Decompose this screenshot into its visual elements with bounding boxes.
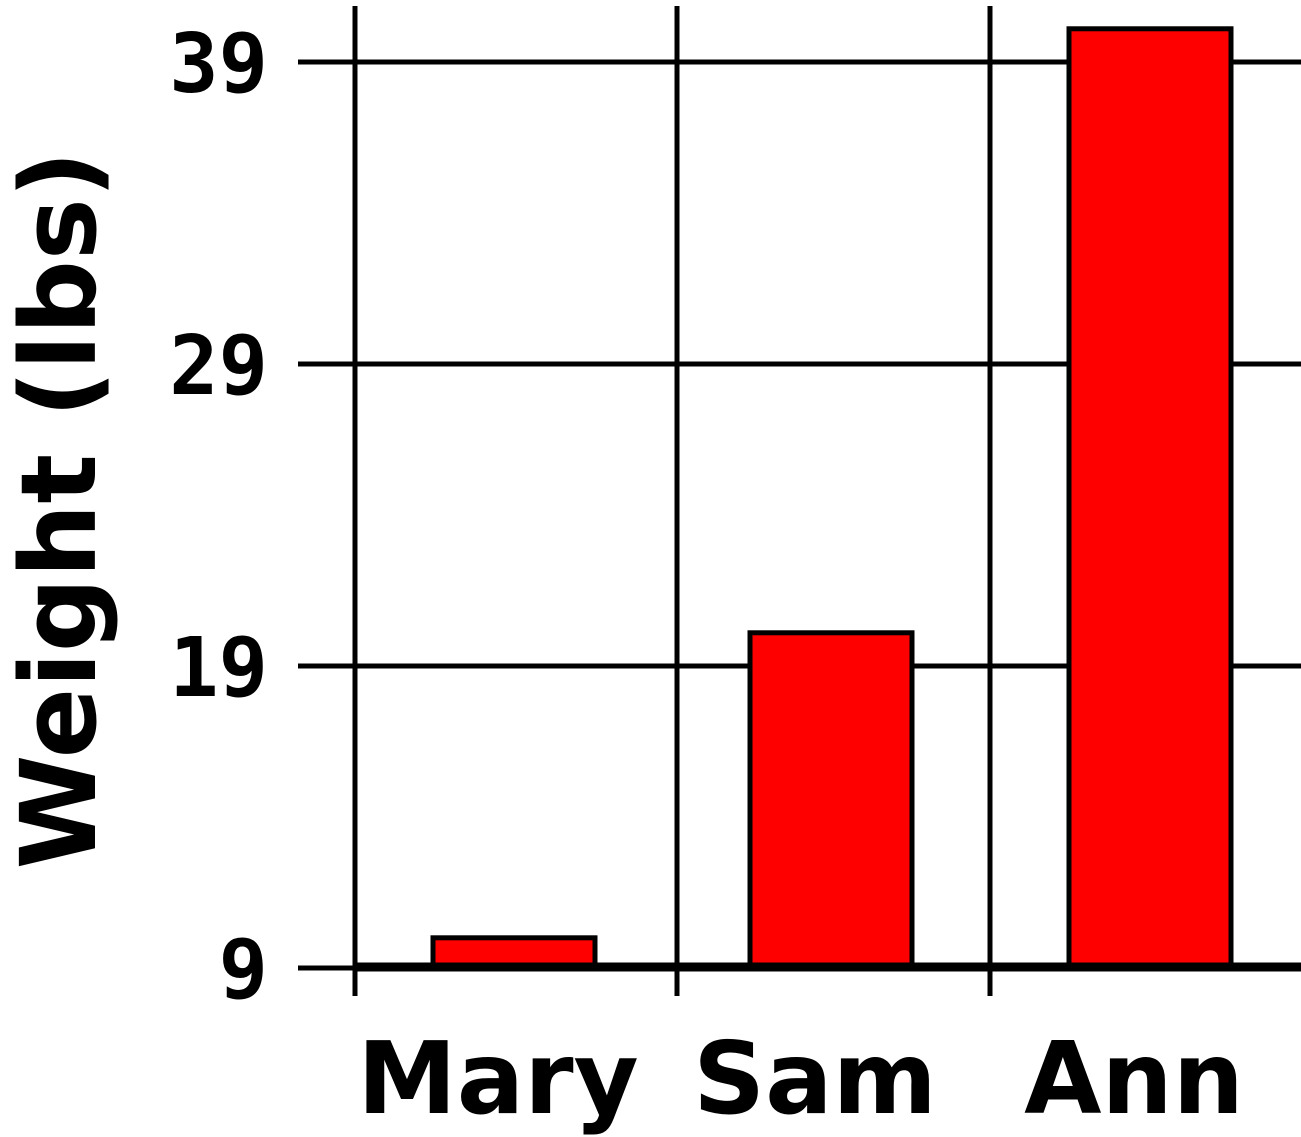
x-tick-label: Ann bbox=[1024, 1020, 1244, 1137]
axes bbox=[298, 962, 1301, 972]
bar-sam bbox=[747, 630, 915, 971]
x-tick-label: Mary bbox=[357, 1020, 639, 1137]
y-tick-label: 9 bbox=[219, 923, 268, 1018]
y-axis-title: Weight (lbs) bbox=[0, 151, 120, 870]
y-tick-label: 19 bbox=[169, 621, 268, 716]
labels: 9 19 29 39 Mary Sam Ann bbox=[169, 17, 1244, 1137]
bar-ann bbox=[1066, 26, 1234, 971]
y-tick-label: 39 bbox=[169, 17, 268, 112]
x-tick-label: Sam bbox=[693, 1020, 937, 1137]
bars bbox=[430, 26, 1234, 971]
y-tick-label: 29 bbox=[169, 319, 268, 414]
